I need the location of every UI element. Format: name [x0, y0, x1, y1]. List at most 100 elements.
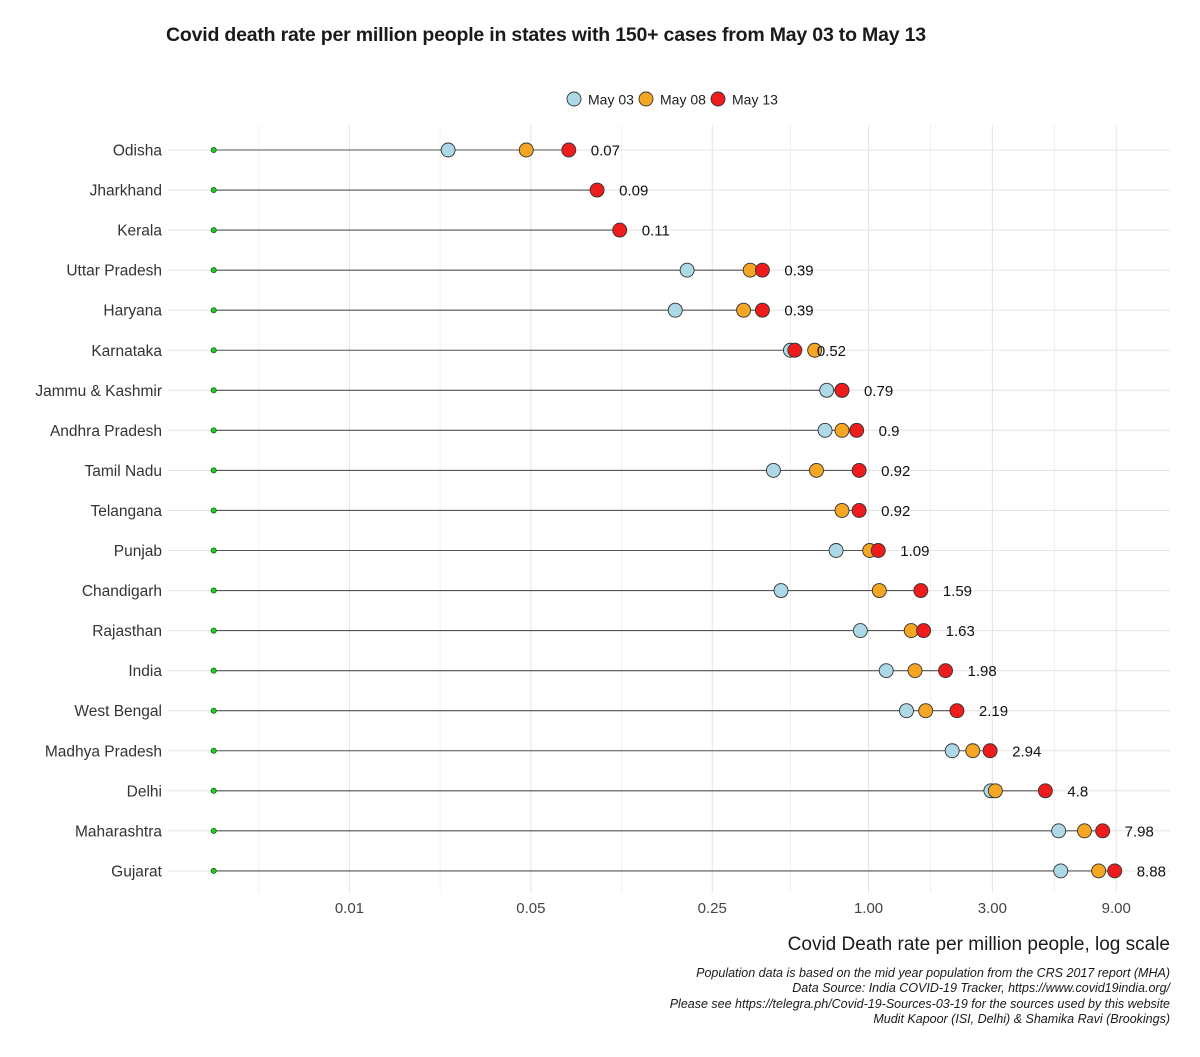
point-may-13: [913, 583, 929, 598]
point-may-08: [1077, 823, 1092, 839]
caption-line-sources-link: Please see https://telegra.ph/Covid-19-S…: [669, 996, 1170, 1011]
caption: Population data is based on the mid year…: [670, 966, 1170, 1028]
point-may-13: [561, 142, 577, 158]
point-may-13: [612, 222, 628, 238]
legend-item: May 13: [710, 91, 778, 108]
segment-start-dot: [210, 227, 217, 234]
segment-start-dot: [210, 307, 217, 314]
legend-key: [566, 91, 582, 107]
row-label: Chandigarh: [82, 583, 162, 600]
value-label: 1.98: [968, 663, 997, 680]
segment-start-dot: [210, 827, 217, 834]
point-may-13: [834, 382, 850, 398]
point-may-08: [809, 462, 824, 478]
x-tick-label: 1.00: [854, 900, 883, 917]
legend-item: May 08: [638, 91, 706, 108]
point-may-13: [1037, 783, 1053, 799]
point-may-13: [938, 663, 954, 679]
segment-start-dot: [210, 547, 217, 554]
row-label: Jammu & Kashmir: [35, 383, 162, 400]
row-label: Andhra Pradesh: [50, 423, 162, 440]
point-may-03: [899, 703, 914, 719]
point-may-03: [817, 422, 833, 438]
legend-item: May 03: [566, 91, 634, 108]
point-may-03: [828, 543, 844, 558]
segment-start-dot: [210, 667, 217, 674]
row-label: Rajasthan: [92, 623, 162, 640]
segment-start-dot: [210, 467, 217, 474]
value-label: 1.59: [943, 583, 972, 600]
value-label: 0.9: [879, 423, 900, 440]
chart-title: Covid death rate per million people in s…: [166, 24, 926, 46]
point-may-03: [852, 623, 868, 639]
point-may-03: [1051, 823, 1067, 839]
point-may-13: [1107, 863, 1123, 879]
segment-start-dot: [210, 347, 217, 354]
point-may-03: [1053, 863, 1069, 879]
value-label: 4.8: [1067, 783, 1088, 800]
point-may-08: [965, 743, 981, 759]
point-may-03: [667, 302, 683, 318]
x-tick-label: 0.01: [335, 900, 364, 917]
point-may-13: [849, 422, 865, 438]
row-label: Odisha: [113, 143, 162, 160]
segment-start-dot: [210, 427, 217, 434]
value-label: 1.09: [900, 543, 929, 560]
row-label: Jharkhand: [90, 183, 162, 200]
value-label: 0.79: [864, 383, 893, 400]
x-tick-label: 0.25: [698, 900, 727, 917]
segment-start-dot: [210, 387, 217, 394]
row-label: Kerala: [117, 223, 162, 240]
point-may-08: [918, 703, 934, 719]
point-may-08: [987, 783, 1003, 799]
point-may-08: [807, 342, 823, 358]
row-label: Karnataka: [91, 343, 162, 360]
point-may-03: [773, 583, 789, 598]
point-may-13: [870, 543, 886, 558]
value-label: 1.63: [946, 623, 975, 640]
segment-start-dot: [210, 867, 217, 874]
x-tick-label: 9.00: [1102, 900, 1131, 917]
value-label: 0.92: [881, 463, 910, 480]
value-label: 0.52: [817, 343, 846, 360]
legend-key: [710, 91, 726, 107]
point-may-08: [834, 422, 850, 438]
point-may-13: [589, 182, 605, 198]
point-may-13: [851, 462, 867, 478]
value-label: 0.11: [642, 223, 670, 240]
legend-key: [638, 91, 654, 107]
point-may-08: [736, 302, 752, 318]
point-may-08: [834, 503, 850, 518]
row-label: Uttar Pradesh: [66, 263, 162, 280]
row-label: Tamil Nadu: [84, 463, 162, 480]
segment-start-dot: [210, 747, 217, 754]
point-may-13: [982, 743, 998, 759]
value-label: 8.88: [1137, 863, 1166, 880]
point-may-03: [440, 142, 456, 158]
legend-label: May 13: [732, 92, 778, 108]
x-tick-label: 3.00: [978, 900, 1007, 917]
caption-line-data-source: Data Source: India COVID-19 Tracker, htt…: [792, 981, 1170, 996]
point-may-13: [1095, 823, 1111, 839]
value-label: 0.39: [784, 303, 813, 320]
row-label: India: [128, 663, 162, 680]
point-may-03: [878, 663, 894, 679]
point-may-13: [754, 262, 770, 278]
segment-start-dot: [210, 787, 217, 794]
point-may-08: [518, 142, 534, 158]
value-label: 0.39: [784, 263, 813, 280]
point-may-13: [949, 703, 965, 719]
point-may-08: [907, 663, 923, 679]
row-label: Maharashtra: [75, 823, 162, 840]
value-label: 0.07: [591, 143, 620, 160]
caption-line-authors: Mudit Kapoor (ISI, Delhi) & Shamika Ravi…: [873, 1012, 1170, 1027]
point-may-08: [871, 583, 887, 598]
point-may-13: [916, 623, 932, 639]
row-label: Punjab: [114, 543, 162, 560]
legend-label: May 03: [588, 92, 634, 108]
segment-start-dot: [210, 587, 217, 594]
segment-start-dot: [210, 627, 217, 634]
point-may-03: [765, 462, 781, 478]
point-may-13: [787, 342, 803, 358]
row-label: Haryana: [103, 303, 162, 320]
